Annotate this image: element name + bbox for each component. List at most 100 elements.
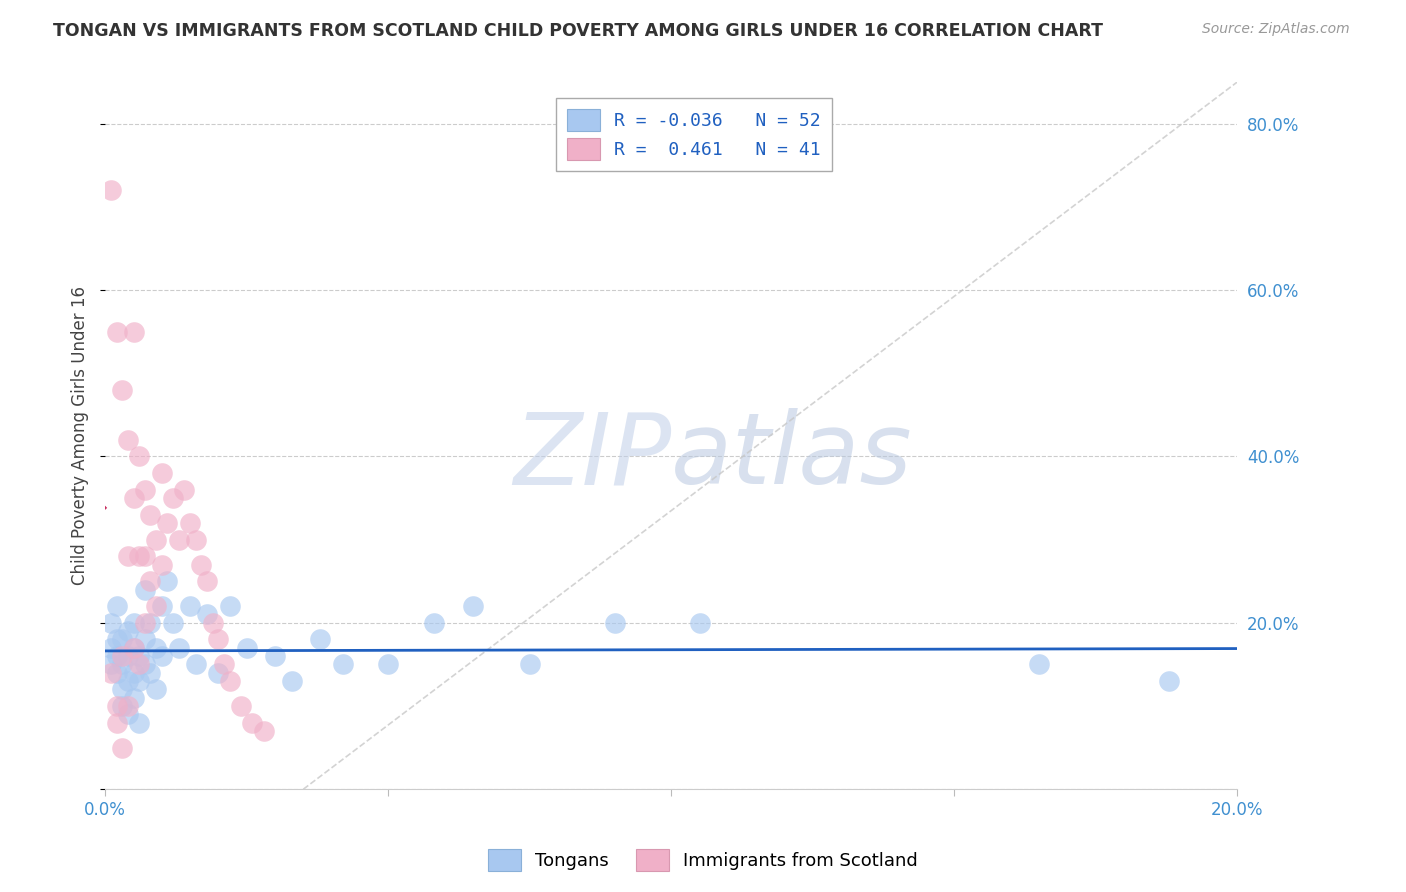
Point	[111, 383, 134, 397]
Point	[242, 715, 264, 730]
Point	[145, 682, 167, 697]
Point	[122, 640, 145, 655]
Point	[122, 491, 145, 505]
Point	[179, 516, 201, 530]
Point	[128, 715, 150, 730]
Text: TONGAN VS IMMIGRANTS FROM SCOTLAND CHILD POVERTY AMONG GIRLS UNDER 16 CORRELATIO: TONGAN VS IMMIGRANTS FROM SCOTLAND CHILD…	[53, 22, 1104, 40]
Point	[150, 466, 173, 480]
Point	[218, 599, 240, 614]
Point	[264, 649, 287, 664]
Point	[156, 574, 179, 589]
Point	[281, 673, 304, 688]
Point	[100, 183, 122, 197]
Point	[105, 665, 128, 680]
Point	[167, 533, 190, 547]
Point	[134, 615, 156, 630]
Point	[150, 558, 173, 572]
Point	[173, 483, 195, 497]
Point	[235, 640, 257, 655]
Point	[117, 549, 139, 564]
Point	[100, 640, 122, 655]
Point	[134, 549, 156, 564]
Point	[195, 574, 218, 589]
Point	[145, 533, 167, 547]
Point	[207, 665, 229, 680]
Point	[117, 707, 139, 722]
Point	[139, 574, 162, 589]
Point	[139, 665, 162, 680]
Point	[139, 615, 162, 630]
Point	[111, 740, 134, 755]
Point	[332, 657, 354, 672]
Point	[134, 632, 156, 647]
Point	[134, 657, 156, 672]
Point	[111, 657, 134, 672]
Point	[122, 665, 145, 680]
Point	[201, 615, 224, 630]
Point	[128, 450, 150, 464]
Point	[111, 649, 134, 664]
Point	[128, 657, 150, 672]
Point	[117, 624, 139, 639]
Point	[128, 649, 150, 664]
Point	[150, 649, 173, 664]
Point	[145, 640, 167, 655]
Point	[122, 615, 145, 630]
Legend: Tongans, Immigrants from Scotland: Tongans, Immigrants from Scotland	[481, 842, 925, 879]
Point	[1159, 673, 1181, 688]
Point	[156, 516, 179, 530]
Text: atlas: atlas	[671, 409, 912, 505]
Point	[105, 599, 128, 614]
Point	[167, 640, 190, 655]
Y-axis label: Child Poverty Among Girls Under 16: Child Poverty Among Girls Under 16	[72, 286, 89, 585]
Point	[100, 657, 122, 672]
Point	[229, 698, 252, 713]
Point	[184, 657, 207, 672]
Point	[145, 599, 167, 614]
Point	[184, 533, 207, 547]
Point	[111, 632, 134, 647]
Point	[105, 649, 128, 664]
Point	[128, 549, 150, 564]
Point	[122, 640, 145, 655]
Point	[117, 433, 139, 447]
Text: Source: ZipAtlas.com: Source: ZipAtlas.com	[1202, 22, 1350, 37]
Point	[105, 715, 128, 730]
Point	[105, 698, 128, 713]
Point	[105, 325, 128, 339]
Point	[139, 508, 162, 522]
Point	[117, 649, 139, 664]
Point	[122, 690, 145, 705]
Point	[111, 682, 134, 697]
Legend: R = -0.036   N = 52, R =  0.461   N = 41: R = -0.036 N = 52, R = 0.461 N = 41	[557, 98, 831, 171]
Point	[162, 615, 184, 630]
Point	[134, 483, 156, 497]
Point	[117, 673, 139, 688]
Text: ZIP: ZIP	[513, 409, 671, 505]
Point	[150, 599, 173, 614]
Point	[111, 698, 134, 713]
Point	[100, 615, 122, 630]
Point	[377, 657, 399, 672]
Point	[134, 582, 156, 597]
Point	[100, 665, 122, 680]
Point	[195, 607, 218, 622]
Point	[253, 723, 276, 738]
Point	[1028, 657, 1050, 672]
Point	[689, 615, 711, 630]
Point	[603, 615, 626, 630]
Point	[212, 657, 235, 672]
Point	[179, 599, 201, 614]
Point	[207, 632, 229, 647]
Point	[519, 657, 541, 672]
Point	[117, 698, 139, 713]
Point	[422, 615, 444, 630]
Point	[105, 632, 128, 647]
Point	[309, 632, 332, 647]
Point	[218, 673, 240, 688]
Point	[190, 558, 212, 572]
Point	[128, 673, 150, 688]
Point	[463, 599, 485, 614]
Point	[122, 325, 145, 339]
Point	[162, 491, 184, 505]
